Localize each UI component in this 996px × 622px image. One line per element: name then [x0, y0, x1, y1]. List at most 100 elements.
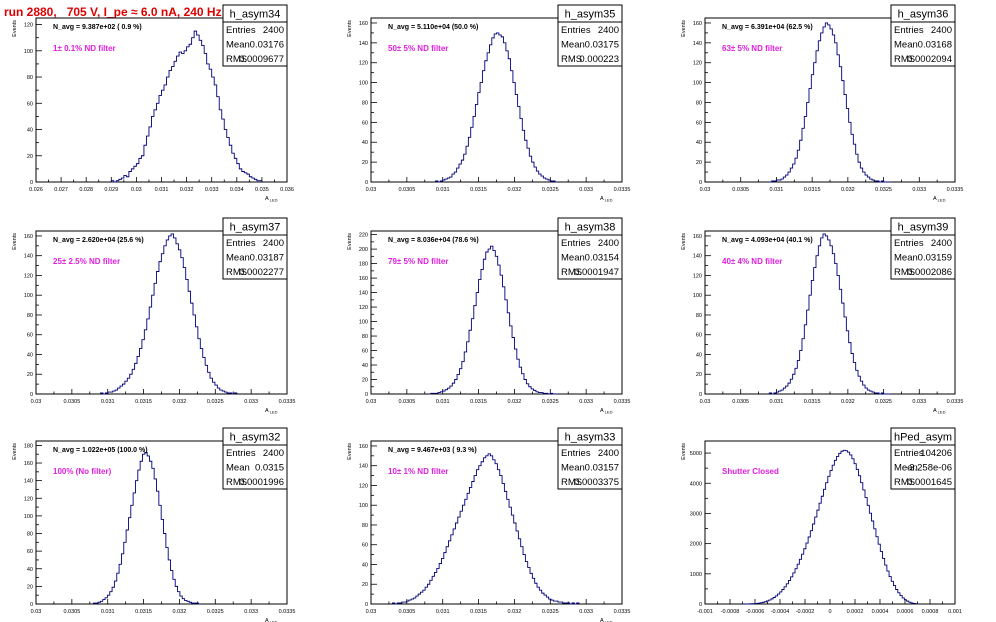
x-tick-label: 0.031: [770, 399, 784, 405]
x-tick-label: 0.033: [244, 609, 258, 615]
y-tick-label: 2000: [690, 542, 702, 548]
histogram-series: [742, 449, 918, 605]
stats-value: 2400: [263, 25, 284, 36]
y-tick-label: 140: [359, 41, 368, 47]
y-tick-label: 120: [24, 273, 33, 279]
y-tick-label: 1000: [690, 572, 702, 578]
y-tick-label: 100: [359, 503, 368, 509]
x-tick-label: 0.0325: [542, 187, 559, 193]
y-tick-label: 0: [699, 392, 702, 398]
x-tick-label: 0.0305: [732, 399, 749, 405]
y-axis-title: Events: [347, 233, 353, 250]
stats-label: Mean: [561, 463, 585, 474]
x-axis-title: ALED: [265, 618, 278, 622]
x-tick-label: 0.033: [912, 399, 926, 405]
x-tick-label: 0.0335: [947, 399, 964, 405]
x-tick-label: -0.0004: [771, 609, 790, 615]
x-tick-label: 0.031: [436, 399, 450, 405]
y-tick-label: 100: [24, 293, 33, 299]
x-tick-label: 0.0305: [398, 187, 415, 193]
y-tick-label: 80: [362, 523, 368, 529]
y-tick-label: 120: [693, 273, 702, 279]
histogram-name: h_asym33: [565, 432, 616, 444]
x-tick-label: 0.0325: [207, 399, 224, 405]
x-tick-label: 0.0335: [279, 399, 296, 405]
histogram-panel-h_asym35: 0.03 0.0305 0.031 0.0315 0.032 0.0325 0.033 0.0…: [347, 4, 630, 203]
x-tick-label: 0.0305: [398, 399, 415, 405]
stats-label: RMS: [894, 267, 915, 278]
stats-value: 0.03159: [918, 253, 952, 264]
y-tick-label: 0: [30, 180, 33, 186]
x-tick-label: 0.031: [101, 609, 115, 615]
y-tick-label: 60: [27, 333, 33, 339]
histogram-name: h_asym34: [230, 9, 281, 21]
histogram-name: h_asym37: [230, 222, 281, 234]
histogram-name: h_asym32: [230, 432, 281, 444]
x-tick-label: 0.0315: [135, 399, 152, 405]
x-tick-label: 0.031: [770, 187, 784, 193]
y-tick-label: 40: [362, 363, 368, 369]
stats-label: Mean: [894, 253, 918, 264]
stats-value: 104206: [920, 448, 952, 459]
y-axis-title: Events: [12, 20, 18, 37]
x-tick-label: 0.0315: [470, 399, 487, 405]
histogram-panel-hPed_asym: -0.001 -0.0008 -0.0006 -0.0004 -0.0002 0 0.000…: [681, 427, 962, 615]
stats-label: RMS: [561, 477, 582, 488]
x-tick-label: 0.035: [255, 187, 269, 193]
y-tick-label: 60: [27, 101, 33, 107]
histogram-panel-h_asym39: 0.03 0.0305 0.031 0.0315 0.032 0.0325 0.033 0.0…: [681, 217, 964, 415]
stats-value: 0.0009677: [239, 54, 284, 65]
histogram-series: [392, 453, 580, 605]
stats-box: [890, 234, 956, 280]
stats-value: 0.0001996: [239, 477, 284, 488]
y-tick-label: 0: [365, 392, 368, 398]
y-tick-label: 140: [359, 291, 368, 297]
y-tick-label: 20: [27, 584, 33, 590]
y-tick-label: 40: [696, 140, 702, 146]
histogram-name: h_asym36: [898, 9, 949, 21]
filter-annotation: 40± 4% ND filter: [722, 257, 782, 266]
stats-box: [222, 444, 288, 490]
y-tick-label: 80: [362, 100, 368, 106]
stats-value: 0.000223: [579, 54, 619, 65]
y-tick-label: 120: [359, 305, 368, 311]
x-tick-label: 0.03: [366, 609, 377, 615]
stats-value: 2400: [598, 448, 619, 459]
y-tick-label: 80: [362, 334, 368, 340]
y-tick-label: 120: [24, 496, 33, 502]
y-tick-label: 100: [693, 293, 702, 299]
navg-label: N_avg = 4.093e+04 (40.1 %): [722, 237, 813, 244]
x-tick-label: 0.0315: [470, 609, 487, 615]
y-tick-label: 60: [362, 349, 368, 355]
stats-value: 2400: [931, 25, 952, 36]
navg-label: N_avg = 8.036e+04 (78.6 %): [388, 237, 479, 244]
x-tick-label: 0.03: [131, 187, 142, 193]
x-tick-label: 0.026: [29, 187, 43, 193]
y-tick-label: 20: [27, 372, 33, 378]
x-tick-label: -0.0008: [721, 609, 740, 615]
stats-label: Mean: [894, 463, 918, 474]
stats-value: 0.0002277: [239, 267, 284, 278]
y-tick-label: 80: [27, 532, 33, 538]
y-tick-label: 160: [24, 234, 33, 240]
x-tick-label: 0.0315: [470, 187, 487, 193]
x-tick-label: 0.032: [841, 399, 855, 405]
y-tick-label: 0: [30, 392, 33, 398]
y-tick-label: 120: [693, 61, 702, 67]
y-tick-label: 160: [359, 444, 368, 450]
histogram-name: hPed_asym: [894, 432, 952, 444]
page-title: run 2880, 705 V, I_pe ≈ 6.0 nA, 240 Hz: [4, 5, 222, 19]
y-tick-label: 0: [699, 180, 702, 186]
y-tick-label: 140: [693, 41, 702, 47]
y-axis-title: Events: [12, 443, 18, 460]
y-tick-label: 80: [696, 313, 702, 319]
y-tick-label: 20: [362, 160, 368, 166]
stats-value: 0.0001645: [907, 477, 952, 488]
histogram-series: [110, 30, 263, 183]
x-tick-label: 0.027: [54, 187, 68, 193]
x-axis-title: ALED: [600, 196, 613, 203]
x-tick-label: 0.032: [508, 187, 522, 193]
stats-box: [222, 21, 288, 67]
stats-value: 0.0003375: [574, 477, 619, 488]
